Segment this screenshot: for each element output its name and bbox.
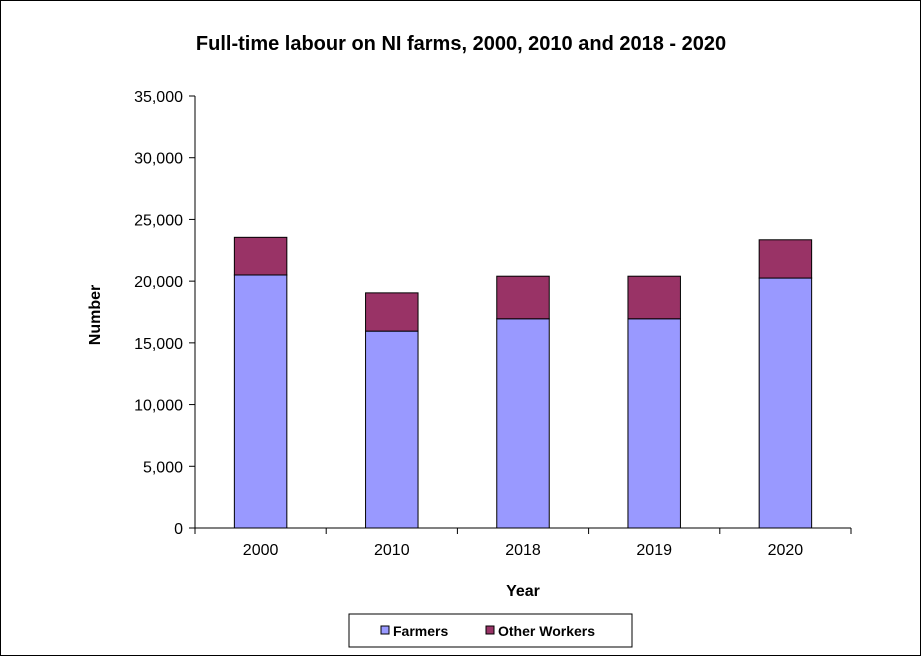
- x-tick-label: 2010: [374, 542, 410, 559]
- x-tick-label: 2019: [636, 542, 672, 559]
- x-axis-title: Year: [506, 583, 540, 600]
- y-tick-label: 10,000: [134, 398, 183, 415]
- legend-swatch: [380, 625, 390, 635]
- legend: Farmers Other Workers: [348, 613, 633, 648]
- chart-title: Full-time labour on NI farms, 2000, 2010…: [196, 33, 726, 55]
- bar-other-workers: [758, 239, 813, 279]
- x-tick-label: 2018: [505, 542, 541, 559]
- x-axis: 2000 2010 2018 2019 2020: [194, 527, 852, 559]
- x-tick-label: 2000: [243, 542, 279, 559]
- bar-farmers: [627, 318, 681, 529]
- y-axis: 0 5,000 10,000 15,000 20,000 25,000 30,000 35,0…: [134, 89, 196, 538]
- bar-other-workers: [627, 275, 681, 320]
- y-tick-label: 35,000: [134, 89, 183, 106]
- bar-farmers: [233, 274, 288, 529]
- bar-other-workers: [496, 275, 550, 320]
- y-tick-label: 30,000: [134, 151, 183, 168]
- legend-label: Farmers: [393, 623, 448, 639]
- legend-swatch: [485, 625, 495, 635]
- bar-farmers: [365, 330, 419, 529]
- y-tick-label: 5,000: [143, 459, 183, 476]
- legend-label: Other Workers: [498, 623, 595, 639]
- bars: [233, 236, 813, 529]
- bar-other-workers: [365, 292, 419, 332]
- y-axis-title: Number: [87, 285, 104, 345]
- bar-farmers: [496, 318, 550, 529]
- y-tick-label: 20,000: [134, 274, 183, 291]
- y-tick-label: 25,000: [134, 212, 183, 229]
- x-tick-label: 2020: [768, 542, 804, 559]
- bar-farmers: [758, 277, 813, 529]
- bar-other-workers: [233, 236, 288, 276]
- y-tick-label: 15,000: [134, 336, 183, 353]
- y-tick-label: 0: [174, 521, 183, 538]
